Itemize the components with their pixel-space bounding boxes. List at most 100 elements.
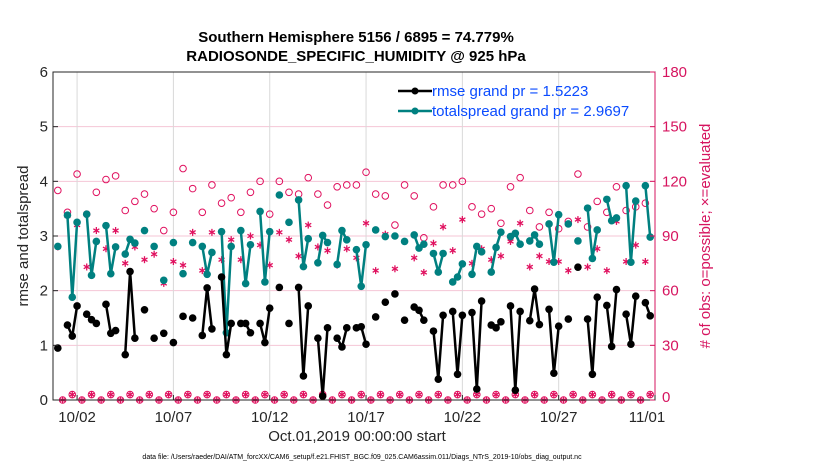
evaluated-count-stroke [459,217,466,222]
possible-count-marker [391,221,399,229]
evaluated-count-marker [68,391,76,399]
legend-rmse-label: rmse grand pr = 1.5223 [432,83,588,100]
evaluated-count-stroke [198,268,206,273]
y-tick-label: 1 [40,337,48,354]
possible-count-marker [333,183,341,191]
rmse-point [82,310,91,318]
evaluated-count-stroke [295,253,302,259]
rmse-point [179,312,187,321]
totalspread-point [73,218,81,227]
totalspread-point [550,258,558,267]
evaluated-count-stroke [93,228,100,233]
rmse-point [420,316,428,324]
possible-count-marker [448,181,457,189]
evaluated-count-stroke [242,392,249,397]
rmse-point [342,324,351,332]
evaluated-count-marker [88,391,95,399]
evaluated-count-marker [343,245,351,253]
rmse-point [285,319,293,328]
evaluated-count-marker [208,228,216,236]
totalspread-point [511,229,520,238]
evaluated-count-stroke [266,262,274,268]
evaluated-count-marker [454,391,461,399]
possible-count-marker [159,226,168,235]
totalspread-point [434,268,443,276]
evaluated-count-marker [410,254,418,262]
rmse-point [102,300,110,309]
totalspread-point [102,221,110,230]
totalspread-point [530,231,539,239]
totalspread-point [545,220,553,228]
y-right-tick-label: 90 [662,228,679,245]
rmse-point [468,308,476,317]
rmse-point [593,293,602,302]
rmse-point [68,332,77,340]
rmse-point [256,319,264,328]
possible-count-marker [487,204,496,213]
possible-count-marker [545,208,553,217]
evaluated-count-marker [632,241,640,249]
totalspread-point [357,282,366,291]
rmse-point [434,375,443,384]
evaluated-count-marker [300,391,307,399]
evaluated-count-stroke [208,230,216,235]
grid [53,72,655,400]
rmse-point [400,316,409,324]
evaluated-count-stroke [391,266,399,272]
evaluated-count-stroke [83,264,91,270]
totalspread-point [179,269,187,278]
evaluated-count-marker [227,236,235,244]
evaluated-count-stroke [584,264,591,270]
y-axis-right-label: # of obs: o=possible; ×=evaluated [697,124,714,349]
rmse-point [318,392,327,400]
rmse-point [188,314,197,322]
possible-count-marker [410,192,419,200]
evaluated-count-stroke [526,264,534,270]
totalspread-point [87,271,96,280]
totalspread-point [54,242,62,251]
possible-count-marker [468,203,476,211]
evaluated-count-marker [372,267,379,275]
possible-count-marker [150,204,158,213]
rmse-point [429,327,438,335]
evaluated-count-marker [439,223,447,231]
rmse-point [246,328,255,337]
rmse-point [338,343,346,351]
rmse-point [511,386,520,394]
chart-title-line-1: Southern Hemisphere 5156 / 6895 = 74.779… [198,29,514,46]
possible-count-marker [198,208,207,217]
rmse-point [612,285,621,294]
totalspread-point [68,293,77,302]
evaluated-count-marker [420,268,428,276]
totalspread-point [63,211,72,220]
evaluated-count-stroke [449,248,457,253]
rmse-point [583,315,592,323]
rmse-point [381,298,390,306]
evaluated-count-marker [526,263,534,271]
evaluated-count-marker [141,256,148,264]
evaluated-count-stroke [338,392,346,397]
possible-count-marker [140,190,149,198]
totalspread-point [208,248,216,257]
evaluated-count-stroke [632,242,640,248]
evaluated-count-stroke [184,392,192,397]
totalspread-point [169,238,178,247]
evaluated-count-stroke [646,392,654,397]
possible-count-marker [371,190,380,198]
rmse-point [131,334,139,343]
evaluated-count-stroke [454,392,461,397]
possible-count-marker [227,193,235,202]
evaluated-count-marker [497,252,505,260]
possible-count-marker [342,181,351,189]
rmse-point [371,313,380,321]
data-file-footer: data file: /Users/raeder/DAI/ATM_forcXX/… [142,454,582,461]
evaluated-count-marker [377,391,384,399]
rmse-point [492,324,500,332]
legend-rmse-marker [411,87,419,95]
rmse-point [622,310,630,318]
totalspread-point [631,197,640,205]
rmse-point [333,334,341,343]
totalspread-point [535,240,544,248]
totalspread-point [82,210,91,218]
evaluated-count-marker [170,258,177,266]
